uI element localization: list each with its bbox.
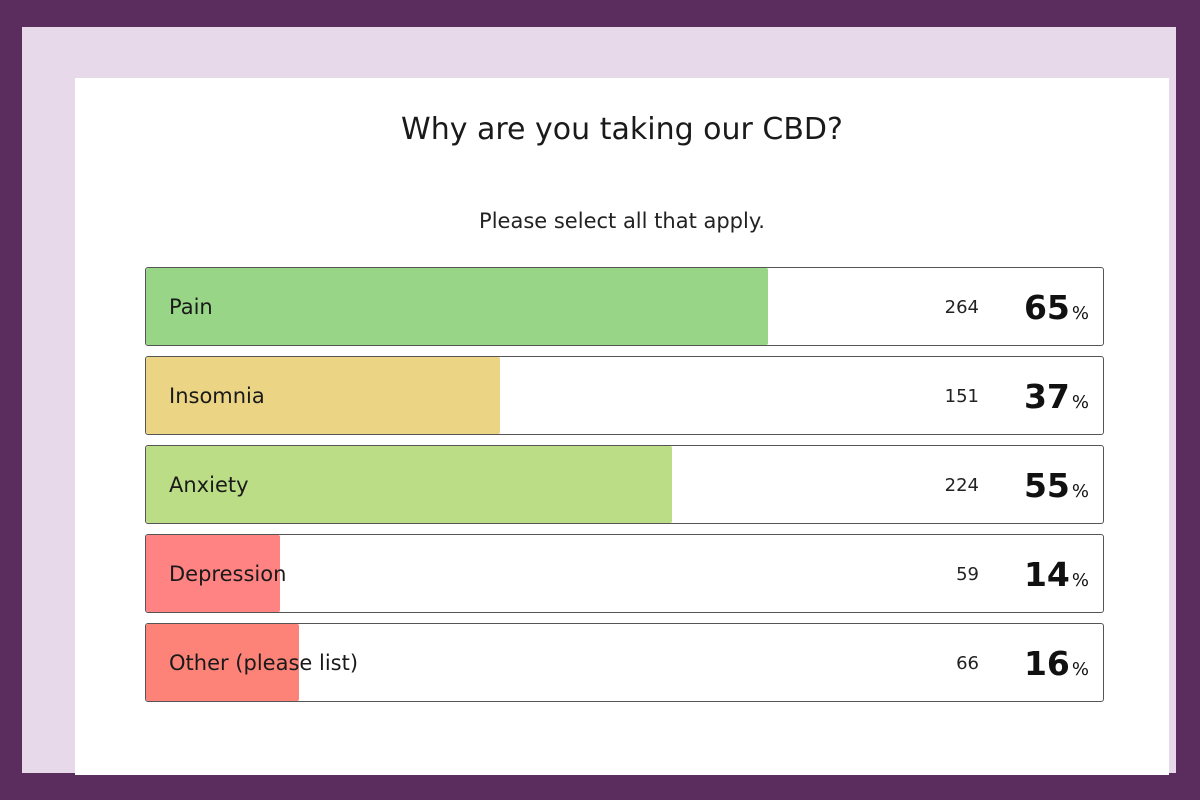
result-count: 264 bbox=[944, 297, 979, 318]
frame-mat: Why are you taking our CBD? Please selec… bbox=[22, 27, 1176, 775]
result-label: Anxiety bbox=[169, 473, 249, 497]
result-percent-value: 65 bbox=[1023, 288, 1070, 327]
result-percent: 55% bbox=[1023, 446, 1089, 523]
result-percent-symbol: % bbox=[1071, 659, 1089, 680]
result-percent: 14% bbox=[1023, 535, 1089, 612]
result-label: Insomnia bbox=[169, 384, 265, 408]
result-percent-symbol: % bbox=[1071, 570, 1089, 591]
result-percent-symbol: % bbox=[1071, 303, 1089, 324]
result-bar bbox=[146, 357, 501, 434]
result-bar bbox=[146, 446, 673, 523]
result-count: 59 bbox=[956, 564, 979, 585]
result-percent-value: 14 bbox=[1023, 555, 1070, 594]
result-percent-value: 55 bbox=[1023, 466, 1070, 505]
result-bar bbox=[146, 624, 300, 701]
result-row: Anxiety 224 55% bbox=[145, 445, 1104, 524]
result-row: Insomnia 151 37% bbox=[145, 356, 1104, 435]
result-bar bbox=[146, 535, 280, 612]
result-row: Depression 59 14% bbox=[145, 534, 1104, 613]
result-percent: 37% bbox=[1023, 357, 1089, 434]
chart-title: Why are you taking our CBD? bbox=[401, 112, 843, 147]
result-row: Other (please list) 66 16% bbox=[145, 623, 1104, 702]
result-count: 66 bbox=[956, 653, 979, 674]
result-percent-symbol: % bbox=[1071, 481, 1089, 502]
result-percent-value: 16 bbox=[1023, 644, 1070, 683]
result-label: Other (please list) bbox=[169, 651, 359, 675]
result-row: Pain 264 65% bbox=[145, 267, 1104, 346]
result-bar bbox=[146, 268, 769, 345]
result-label: Pain bbox=[169, 295, 213, 319]
result-percent-symbol: % bbox=[1071, 392, 1089, 413]
result-percent: 65% bbox=[1023, 268, 1089, 345]
poll-results: Pain 264 65% Insomnia 151 37% Anxiety 224 55% Dep… bbox=[145, 267, 1104, 712]
poll-card: Why are you taking our CBD? Please selec… bbox=[75, 78, 1169, 775]
result-percent-value: 37 bbox=[1023, 377, 1070, 416]
result-count: 151 bbox=[944, 386, 979, 407]
result-count: 224 bbox=[944, 475, 979, 496]
chart-subtitle: Please select all that apply. bbox=[479, 209, 765, 233]
result-percent: 16% bbox=[1023, 624, 1089, 701]
result-label: Depression bbox=[169, 562, 287, 586]
